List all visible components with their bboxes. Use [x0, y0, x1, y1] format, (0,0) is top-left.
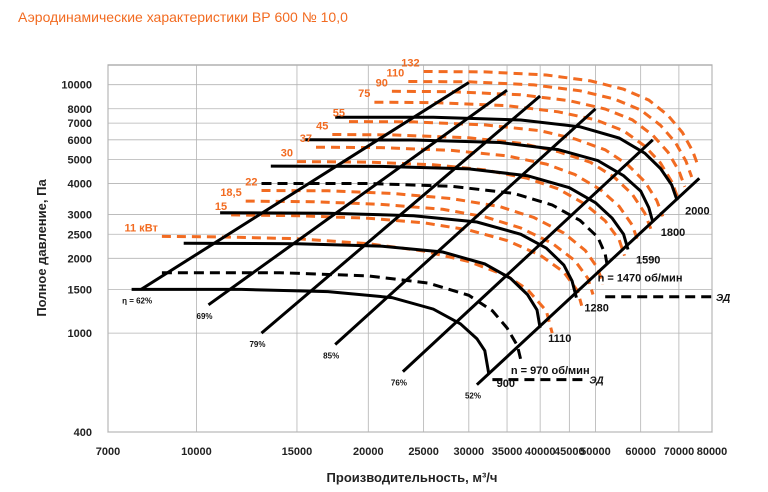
x-tick-label: 70000 [664, 446, 695, 458]
x-axis-ticks: 7000 10000 15000 20000 25000 30000 35000 400004… [96, 446, 728, 458]
power-curve [261, 189, 605, 285]
speed-curve-dashed [161, 271, 523, 361]
efficiency-ray [207, 88, 508, 307]
power-curve [423, 70, 701, 168]
curves [131, 70, 712, 386]
y-tick-label: 7000 [68, 118, 92, 130]
y-tick-label: 2000 [68, 253, 92, 265]
y-tick-label: 1500 [68, 284, 92, 296]
x-tick-label: 35000 [492, 446, 523, 458]
x-tick-label: 30000 [454, 446, 485, 458]
drive-marker-label: ЭД [716, 293, 730, 304]
speed-curve [305, 138, 655, 223]
x-tick-label: 80000 [697, 446, 728, 458]
y-tick-label: 3000 [68, 210, 92, 222]
speed-curve [183, 241, 542, 329]
speed-label: 1280 [584, 303, 608, 315]
efficiency-label: 76% [391, 379, 407, 388]
power-curve [231, 213, 584, 307]
power-curve [408, 80, 694, 178]
power-curve [391, 89, 687, 188]
x-tick-label: 7000 [96, 446, 120, 458]
speed-label: 1110 [548, 333, 571, 345]
drive-marker-label: ЭД [589, 376, 603, 387]
speed-label: 1800 [661, 227, 685, 239]
power-curve [315, 145, 640, 242]
x-tick-label: 10000 [181, 446, 212, 458]
power-curve [245, 199, 595, 295]
x-tick-label: 25000 [408, 446, 439, 458]
y-tick-label: 4000 [68, 179, 92, 191]
efficiency-ray [401, 138, 654, 373]
power-curve [374, 100, 680, 199]
power-label: 132 [401, 57, 419, 69]
power-curve [332, 133, 653, 230]
x-tick-label: 40000 [525, 446, 556, 458]
speed-curve [335, 115, 679, 201]
speed-curve-dashed [261, 182, 610, 268]
power-label: 15 [215, 201, 227, 213]
power-label: 90 [376, 77, 388, 89]
efficiency-label: 69% [197, 312, 213, 321]
y-axis-label: Полное давление, Па [34, 179, 49, 317]
x-tick-label: 20000 [353, 446, 384, 458]
rpm-label: n = 970 об/мин [511, 365, 590, 377]
y-tick-label: 5000 [68, 154, 92, 166]
efficiency-ray [475, 177, 701, 386]
power-curve [348, 120, 665, 217]
power-curve [161, 234, 554, 334]
y-tick-label: 6000 [68, 135, 92, 147]
efficiency-label: 79% [249, 340, 265, 349]
power-label: 11 кВт [125, 222, 159, 234]
speed-curve [270, 164, 630, 250]
chart-title: Аэродинамические характеристики ВР 600 №… [18, 9, 348, 25]
efficiency-label: η = 62% [122, 296, 152, 305]
power-label: 22 [245, 177, 257, 189]
speed-curve [220, 211, 578, 298]
power-label: 110 [387, 67, 405, 79]
power-label: 75 [358, 88, 370, 100]
speed-label: 1590 [636, 255, 660, 267]
y-tick-label: 400 [74, 427, 92, 439]
x-tick-label: 15000 [282, 446, 313, 458]
x-tick-label: 50000 [580, 446, 611, 458]
power-label: 37 [300, 133, 312, 145]
power-label: 55 [333, 108, 345, 120]
y-axis-ticks: 400 1000 1500 2000 2500 3000 4000 5000 6000 7000 8… [61, 80, 92, 439]
x-tick-label: 60000 [625, 446, 656, 458]
y-tick-label: 1000 [68, 328, 92, 340]
speed-label: 2000 [685, 205, 709, 217]
y-tick-label: 10000 [61, 80, 92, 92]
power-label: 18,5 [220, 187, 241, 199]
speed-curve [131, 287, 491, 374]
efficiency-label: 52% [465, 392, 481, 401]
power-label: 30 [281, 148, 293, 160]
power-curve [296, 160, 626, 257]
y-tick-label: 2500 [68, 229, 92, 241]
efficiency-label: 85% [323, 351, 339, 360]
x-axis-label: Производительность, м³/ч [327, 470, 498, 485]
speed-label: 900 [497, 378, 515, 390]
x-tick-label: 45000 [554, 446, 585, 458]
power-label: 45 [316, 121, 328, 133]
rpm-label: n = 1470 об/мин [598, 272, 683, 284]
y-tick-label: 8000 [68, 104, 92, 116]
